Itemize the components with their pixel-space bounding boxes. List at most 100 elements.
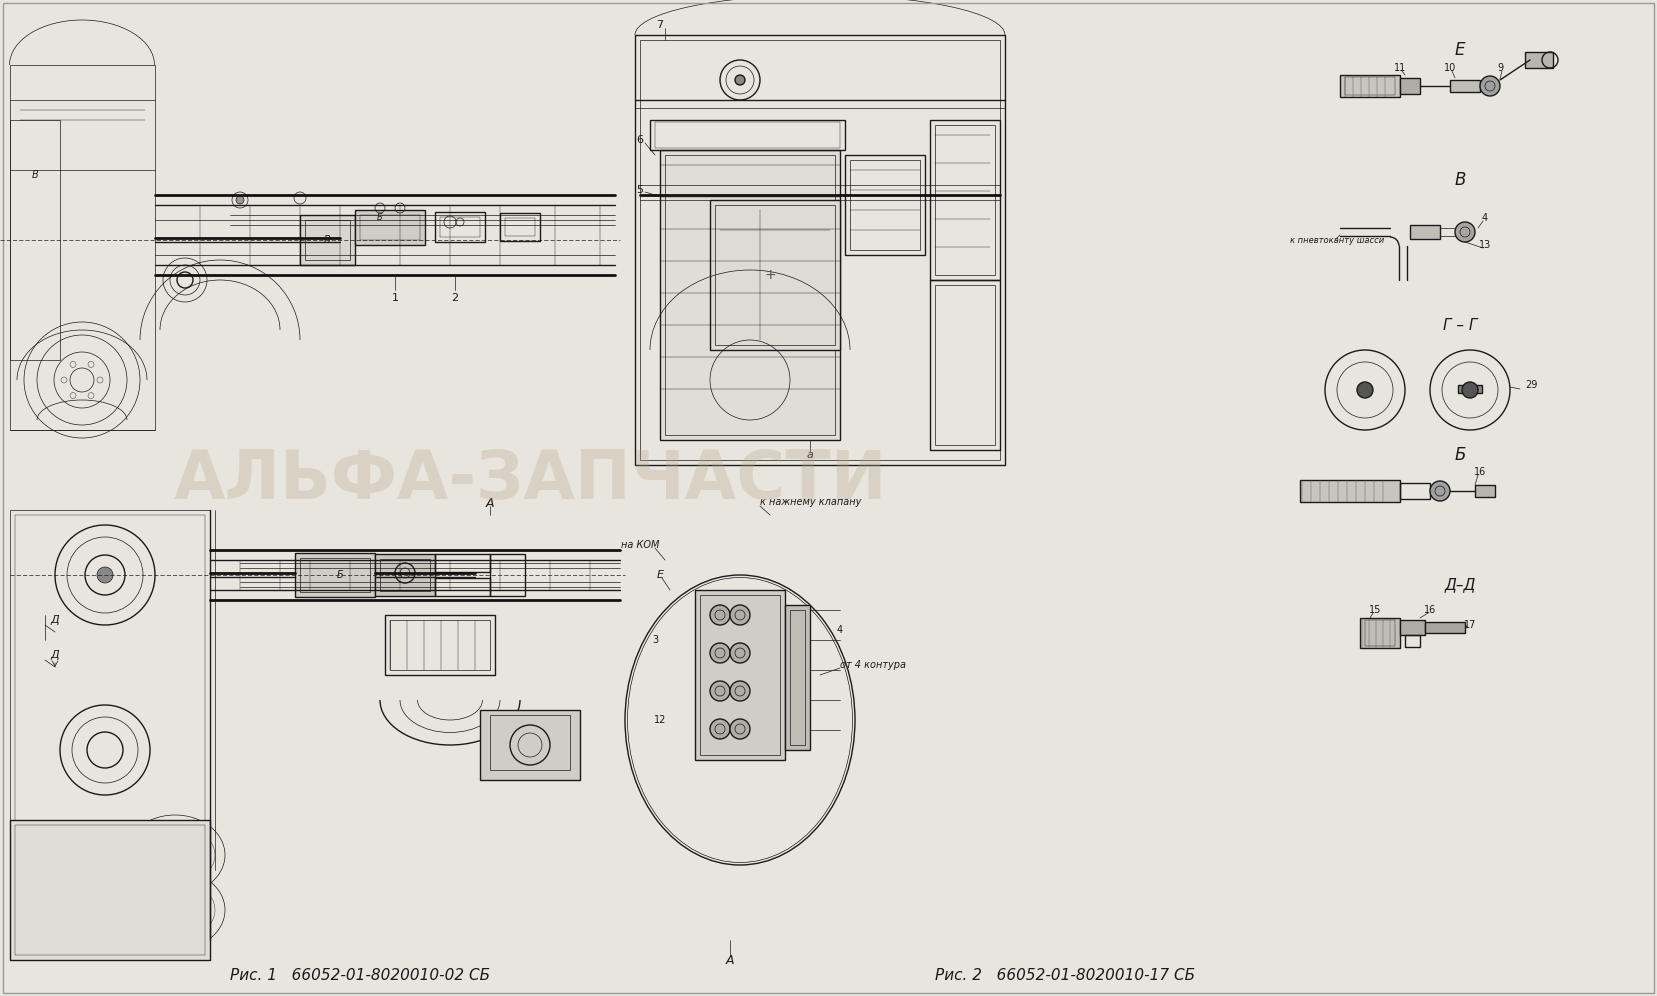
Text: 11: 11: [1394, 63, 1407, 73]
Bar: [1400, 78, 1420, 94]
Text: В: В: [31, 170, 38, 180]
Bar: [295, 553, 374, 597]
Text: 6: 6: [636, 135, 643, 145]
Circle shape: [731, 719, 751, 739]
Text: Б: Б: [336, 570, 343, 580]
Bar: [845, 155, 925, 255]
Text: 9: 9: [1496, 63, 1503, 73]
Text: от 4 контура: от 4 контура: [840, 660, 906, 670]
Text: 17: 17: [1463, 620, 1476, 630]
Bar: [360, 215, 419, 240]
Text: 16: 16: [1473, 467, 1486, 477]
Text: 1: 1: [391, 293, 398, 303]
Text: на КОМ: на КОМ: [621, 540, 659, 550]
Bar: [505, 218, 535, 236]
Text: Б: Б: [1455, 446, 1466, 464]
Bar: [10, 65, 156, 430]
Bar: [650, 120, 845, 150]
Bar: [1524, 52, 1553, 68]
Circle shape: [731, 605, 751, 625]
Text: Е: Е: [656, 570, 663, 580]
Bar: [935, 285, 994, 445]
Bar: [15, 515, 205, 935]
Bar: [500, 213, 540, 241]
Text: 16: 16: [1423, 605, 1437, 615]
Bar: [1450, 80, 1480, 92]
Bar: [850, 160, 920, 250]
Bar: [790, 610, 805, 745]
Circle shape: [709, 643, 731, 663]
Bar: [384, 615, 495, 675]
Bar: [1475, 485, 1495, 497]
Circle shape: [736, 75, 746, 85]
Bar: [374, 554, 436, 596]
Circle shape: [709, 681, 731, 701]
Bar: [1405, 635, 1420, 647]
Text: 7: 7: [656, 20, 663, 30]
Text: 12: 12: [655, 715, 666, 725]
Text: А: А: [726, 953, 734, 966]
Bar: [659, 150, 840, 440]
Text: В: В: [323, 235, 330, 245]
Text: +: +: [764, 268, 775, 282]
Circle shape: [1461, 382, 1478, 398]
Bar: [436, 212, 486, 242]
Bar: [1365, 620, 1395, 646]
Circle shape: [731, 643, 751, 663]
Bar: [1400, 620, 1425, 635]
Circle shape: [709, 719, 731, 739]
Text: Д: Д: [51, 650, 60, 660]
Bar: [389, 620, 490, 670]
Circle shape: [98, 567, 113, 583]
Bar: [490, 554, 525, 596]
Bar: [10, 820, 210, 960]
Bar: [436, 554, 490, 572]
Text: Рис. 1   66052-01-8020010-02 СБ: Рис. 1 66052-01-8020010-02 СБ: [230, 968, 490, 983]
Bar: [664, 155, 835, 435]
Text: Г – Г: Г – Г: [1443, 318, 1476, 333]
Text: 2: 2: [451, 293, 459, 303]
Circle shape: [1357, 382, 1374, 398]
Bar: [1410, 225, 1440, 239]
Text: 10: 10: [1443, 63, 1457, 73]
Circle shape: [235, 196, 244, 204]
Text: АЛЬФА-ЗАПЧАСТИ: АЛЬФА-ЗАПЧАСТИ: [174, 447, 886, 513]
Bar: [655, 122, 840, 148]
Text: а: а: [807, 450, 814, 460]
Circle shape: [731, 681, 751, 701]
Bar: [441, 217, 481, 237]
Bar: [1440, 228, 1458, 236]
Bar: [1400, 483, 1430, 499]
Bar: [355, 210, 424, 245]
Bar: [15, 825, 205, 955]
Bar: [10, 510, 210, 940]
Text: 5: 5: [636, 185, 643, 195]
Bar: [305, 220, 350, 260]
Bar: [481, 710, 580, 780]
Bar: [1458, 385, 1481, 393]
Bar: [1425, 622, 1465, 633]
Bar: [930, 280, 1001, 450]
Circle shape: [1455, 222, 1475, 242]
Text: Е: Е: [1455, 41, 1465, 59]
Bar: [436, 578, 490, 596]
Text: к нажнему клапану: к нажнему клапану: [761, 497, 862, 507]
Text: 13: 13: [1480, 240, 1491, 250]
Bar: [379, 559, 431, 591]
Text: 4: 4: [1481, 213, 1488, 223]
Bar: [1301, 480, 1400, 502]
Bar: [709, 200, 840, 350]
Text: Д: Д: [51, 615, 60, 625]
Bar: [935, 125, 994, 275]
Bar: [930, 120, 1001, 280]
Circle shape: [709, 605, 731, 625]
Bar: [785, 605, 810, 750]
Bar: [1360, 618, 1400, 648]
Bar: [300, 558, 370, 592]
Text: к пневтоканту шасси: к пневтоканту шасси: [1291, 235, 1384, 244]
Bar: [716, 205, 835, 345]
Bar: [10, 120, 60, 360]
Text: В: В: [1455, 171, 1466, 189]
Bar: [10, 820, 210, 960]
Bar: [635, 35, 1006, 465]
